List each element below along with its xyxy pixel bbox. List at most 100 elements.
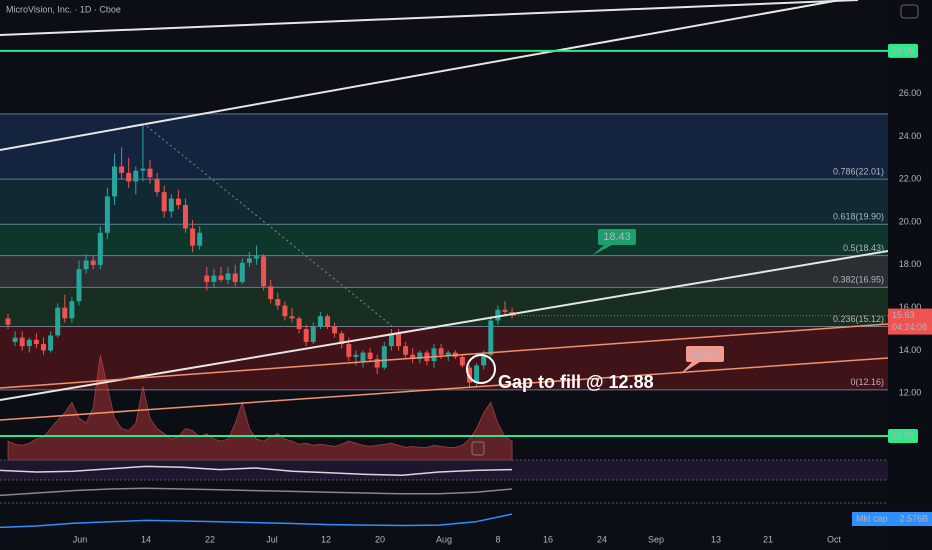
candle-body [374, 359, 380, 368]
callout-pointer [592, 245, 612, 256]
candle-body [112, 166, 117, 197]
candle-body [325, 316, 330, 327]
candle-body [175, 198, 181, 205]
trend-line [0, 250, 889, 401]
candle-body [310, 326, 316, 342]
candle-body [431, 348, 437, 362]
candle-body [48, 335, 54, 351]
y-tick-label: 24.00 [899, 131, 922, 141]
x-tick-label: 12 [321, 534, 331, 544]
annotation: Gap to fill @ 12.88 [498, 372, 654, 392]
x-tick-label: Sep [648, 534, 664, 544]
candle-body [502, 309, 508, 312]
trend-line [0, 357, 889, 421]
candle-body [467, 367, 472, 383]
candle-body [438, 348, 444, 355]
fib-band [0, 224, 888, 256]
candle-body [55, 307, 61, 336]
candle-body [225, 273, 231, 280]
fib-label: 0.5(18.43) [843, 243, 884, 253]
osc-pane [0, 460, 888, 480]
candle-body [346, 344, 352, 357]
candle-body [388, 333, 394, 347]
fib-label: 0.618(19.90) [833, 212, 884, 222]
candle-body [275, 299, 281, 306]
osc2-line [0, 487, 513, 497]
screenshot-icon[interactable] [900, 4, 919, 19]
candle-body [197, 232, 203, 246]
candle-body [69, 301, 75, 319]
candle-body [353, 354, 359, 357]
mkt-cap-name: Mkt cap [856, 513, 888, 523]
callout-pointer [680, 362, 700, 375]
y-tick-label: 16.00 [899, 302, 922, 312]
candle-body [339, 333, 345, 345]
gap-circle [466, 354, 496, 384]
fib-trend [142, 122, 393, 327]
x-tick-label: 8 [495, 534, 500, 544]
candle-body [261, 256, 267, 287]
callout-label: 18.43 [603, 231, 631, 243]
candle-body [190, 228, 196, 246]
candle-body [133, 170, 139, 182]
x-tick-label: Jul [266, 534, 278, 544]
candle-body [76, 269, 82, 302]
candle-body [481, 354, 487, 366]
candle-body [90, 260, 96, 265]
candle-body [289, 316, 295, 319]
callout-label: 12.88 [691, 348, 719, 360]
y-tick-label: 12.00 [899, 388, 922, 398]
candle-body [445, 352, 451, 355]
candle-body [381, 346, 387, 368]
chart-title: MicroVision, Inc. · 1D · Cboe [6, 4, 121, 14]
candle-body [474, 365, 480, 383]
candle-body [360, 352, 366, 362]
callout-box [686, 346, 724, 362]
candle-body [488, 320, 494, 355]
candle-body [204, 275, 210, 282]
x-tick-label: Oct [827, 534, 842, 544]
candle-body [26, 339, 32, 347]
x-tick-label: Aug [436, 534, 452, 544]
candle-body [396, 333, 401, 347]
candle-body [232, 273, 238, 282]
fib-band [0, 179, 888, 225]
y-tick-label: 20.00 [899, 216, 922, 226]
price-tag-label: 28.00 [892, 45, 915, 55]
candle-body [417, 352, 423, 360]
trend-line [0, 323, 889, 389]
fib-bands [0, 113, 888, 391]
callout-box [598, 229, 636, 245]
candle-body [19, 337, 25, 347]
candle-body [303, 329, 309, 342]
last-price-tag [888, 308, 932, 335]
fib-label: 0.382(16.95) [833, 275, 884, 285]
candle-body [282, 305, 288, 317]
candle-body [495, 309, 501, 321]
fib-band [0, 113, 888, 180]
y-tick-label: 14.00 [899, 345, 922, 355]
x-tick-label: 14 [141, 534, 151, 544]
candle-body [41, 344, 46, 351]
mkt_cap-line [0, 513, 513, 529]
fib-label: 0.786(22.01) [833, 166, 884, 176]
last-price-label: 15.63 [892, 310, 915, 320]
candle-body [154, 179, 160, 193]
candle-body [5, 318, 11, 325]
fib-band [0, 287, 888, 327]
candle-body [410, 354, 416, 360]
mkt-cap-tag [852, 512, 932, 526]
candle-body [33, 339, 39, 345]
candle-body [317, 316, 323, 327]
candle-body [62, 307, 68, 319]
x-tick-label: 20 [375, 534, 385, 544]
fib-label: 0.236(15.12) [833, 314, 884, 324]
x-tick-label: 21 [763, 534, 773, 544]
candle-body [147, 168, 153, 178]
y-tick-label: 18.00 [899, 259, 922, 269]
x-tick-label: 24 [597, 534, 607, 544]
x-tick-label: 16 [543, 534, 553, 544]
volume-area [7, 354, 513, 461]
candle-body [296, 318, 302, 330]
